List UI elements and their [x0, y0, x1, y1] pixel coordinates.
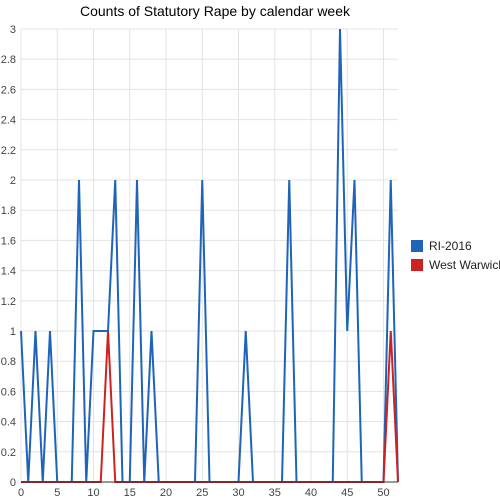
x-tick-label: 40	[305, 487, 317, 499]
legend-swatch	[411, 259, 423, 271]
y-tick-label: 1.6	[1, 235, 16, 247]
legend-swatch	[411, 240, 423, 252]
x-tick-label: 30	[232, 487, 244, 499]
legend: RI-2016 West Warwick	[411, 239, 500, 272]
grid	[20, 28, 398, 483]
y-tick-label: 2	[10, 175, 16, 187]
y-tick-label: 3	[10, 24, 16, 36]
y-tick-label: 0	[10, 477, 16, 489]
y-tick-label: 2.2	[1, 145, 16, 157]
y-tick-label: 0.6	[1, 386, 16, 398]
x-tick-label: 50	[377, 487, 389, 499]
y-tick-label: 0.2	[1, 447, 16, 459]
y-tick-label: 2.4	[1, 115, 16, 127]
y-tick-label: 1.8	[1, 205, 16, 217]
series-layer	[20, 28, 399, 483]
x-tick-label: 35	[269, 487, 281, 499]
x-tick-label: 25	[196, 487, 208, 499]
y-tick-label: 1.4	[1, 266, 16, 278]
x-tick-label: 15	[124, 487, 136, 499]
series-line-ri-2016	[20, 28, 399, 483]
legend-label: West Warwick	[429, 258, 500, 272]
x-tick-label: 0	[18, 487, 24, 499]
legend-label: RI-2016	[429, 239, 472, 253]
x-tick-label: 5	[54, 487, 60, 499]
y-tick-label: 2.6	[1, 84, 16, 96]
axes: 0 0.2 0.4 0.6 0.8 1 1.2 1.4 1.6 1.8 2 2.2 2.4 2.6 2.8 3…	[1, 24, 398, 499]
y-tick-label: 1	[10, 326, 16, 338]
chart-title: Counts of Statutory Rape by calendar wee…	[80, 3, 351, 19]
x-tick-label: 45	[341, 487, 353, 499]
y-tick-label: 0.4	[1, 417, 16, 429]
y-tick-label: 0.8	[1, 356, 16, 368]
y-tick-label: 1.2	[1, 296, 16, 308]
x-tick-label: 10	[87, 487, 99, 499]
x-tick-label: 20	[160, 487, 172, 499]
y-tick-label: 2.8	[1, 54, 16, 66]
